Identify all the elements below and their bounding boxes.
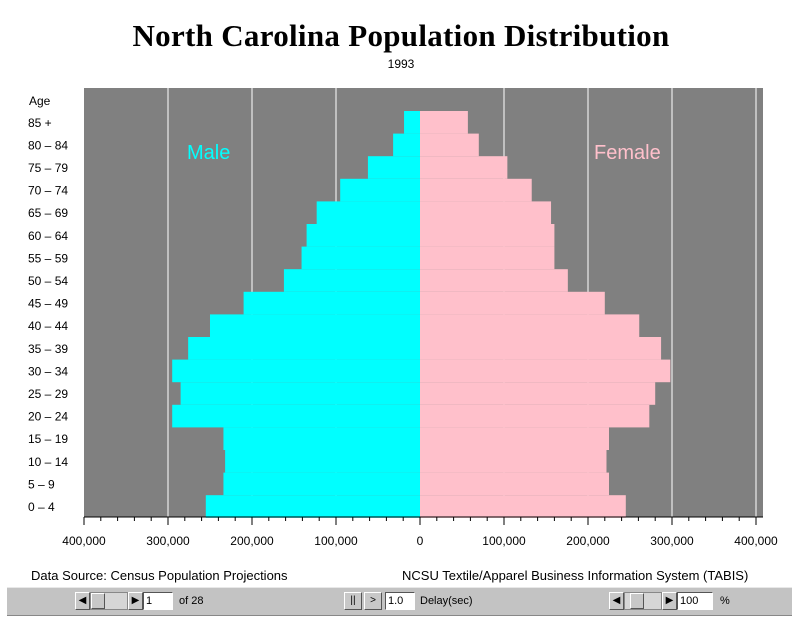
female-bar: [420, 246, 555, 270]
delay-input[interactable]: [385, 592, 415, 610]
zoom-unit-label: %: [720, 595, 730, 607]
age-tick-label: 10 – 14: [28, 455, 68, 469]
play-button[interactable]: >: [364, 592, 382, 610]
female-bar: [420, 337, 662, 360]
age-tick-label: 30 – 34: [28, 364, 68, 378]
zoom-input[interactable]: [677, 592, 713, 610]
male-bar: [172, 359, 420, 383]
age-tick-label: 15 – 19: [28, 432, 68, 446]
x-tick-label: 100,000: [482, 534, 526, 548]
male-series-label: Male: [187, 142, 230, 164]
zoom-slider-track[interactable]: [624, 592, 662, 610]
male-bar: [180, 382, 420, 405]
male-bar: [404, 111, 420, 134]
age-tick-label: 50 – 54: [28, 274, 68, 288]
x-tick-label: 200,000: [230, 534, 274, 548]
zoom-increase-button[interactable]: ▶: [662, 592, 677, 610]
male-bar: [225, 450, 420, 473]
male-bar: [223, 472, 420, 496]
x-tick-label: 300,000: [650, 534, 694, 548]
male-bar: [340, 178, 420, 202]
female-bar: [420, 224, 555, 247]
age-tick-label: 80 – 84: [28, 138, 68, 152]
female-bar: [420, 427, 609, 450]
zoom-decrease-button[interactable]: ◀: [609, 592, 624, 610]
female-bar: [420, 178, 532, 202]
data-source-note: Data Source: Census Population Projectio…: [31, 568, 288, 583]
x-tick-label: 400,000: [734, 534, 778, 548]
zoom-slider-thumb[interactable]: [630, 593, 644, 609]
age-tick-label: 55 – 59: [28, 251, 68, 265]
female-bar: [420, 495, 626, 518]
male-bar: [223, 427, 420, 450]
age-tick-label: 0 – 4: [28, 500, 55, 514]
female-bar: [420, 269, 568, 292]
credit-note: NCSU Textile/Apparel Business Informatio…: [402, 568, 749, 583]
male-bar: [367, 156, 420, 179]
x-tick-label: 0: [417, 534, 424, 548]
female-bar: [420, 291, 605, 315]
chart-title: North Carolina Population Distribution: [132, 18, 670, 53]
age-tick-label: 65 – 69: [28, 206, 68, 220]
male-bar: [210, 314, 420, 337]
male-bar: [188, 337, 420, 360]
frame-next-button[interactable]: ▶: [128, 592, 143, 610]
x-tick-label: 100,000: [314, 534, 358, 548]
female-bar: [420, 472, 609, 496]
female-bar: [420, 201, 552, 224]
age-tick-label: 20 – 24: [28, 410, 68, 424]
male-bar: [301, 246, 420, 270]
female-bar: [420, 359, 671, 383]
frame-total-label: of 28: [179, 595, 204, 607]
female-series-label: Female: [594, 142, 661, 164]
female-bar: [420, 382, 656, 405]
female-bar: [420, 133, 479, 157]
chart-subtitle: 1993: [387, 57, 415, 71]
age-tick-label: 60 – 64: [28, 229, 68, 243]
male-bar: [316, 201, 420, 224]
age-tick-label: 70 – 74: [28, 184, 68, 198]
male-bar: [393, 133, 420, 157]
male-bar: [243, 291, 420, 315]
female-bar: [420, 450, 607, 473]
age-tick-label: 25 – 29: [28, 387, 68, 401]
age-tick-label: 85 +: [28, 116, 52, 130]
frame-slider-track[interactable]: [90, 592, 128, 610]
age-tick-label: 5 – 9: [28, 477, 55, 491]
female-bar: [420, 404, 650, 428]
female-bar: [420, 314, 640, 337]
frame-slider-thumb[interactable]: [91, 593, 105, 609]
female-bar: [420, 156, 508, 179]
animation-control-bar: ◀ ▶ of 28 || > Delay(sec) ◀ ▶ %: [7, 587, 792, 616]
frame-number-input[interactable]: [143, 592, 173, 610]
age-tick-label: 35 – 39: [28, 342, 68, 356]
female-bar: [420, 111, 468, 134]
x-tick-label: 200,000: [566, 534, 610, 548]
pause-button[interactable]: ||: [344, 592, 362, 610]
x-tick-label: 400,000: [62, 534, 106, 548]
age-tick-label: 40 – 44: [28, 319, 68, 333]
male-bar: [283, 269, 420, 292]
age-tick-label: 75 – 79: [28, 161, 68, 175]
male-bar: [172, 404, 420, 428]
delay-label: Delay(sec): [420, 595, 473, 607]
population-pyramid-chart: 0 – 4 5 – 9 10 – 14 15 – 19 20 – 24 25 – 29 30…: [28, 88, 778, 548]
male-bar: [205, 495, 420, 518]
y-axis-label: Age: [29, 94, 51, 108]
male-bar: [306, 224, 420, 247]
frame-prev-button[interactable]: ◀: [75, 592, 90, 610]
x-tick-label: 300,000: [146, 534, 190, 548]
age-tick-label: 45 – 49: [28, 297, 68, 311]
